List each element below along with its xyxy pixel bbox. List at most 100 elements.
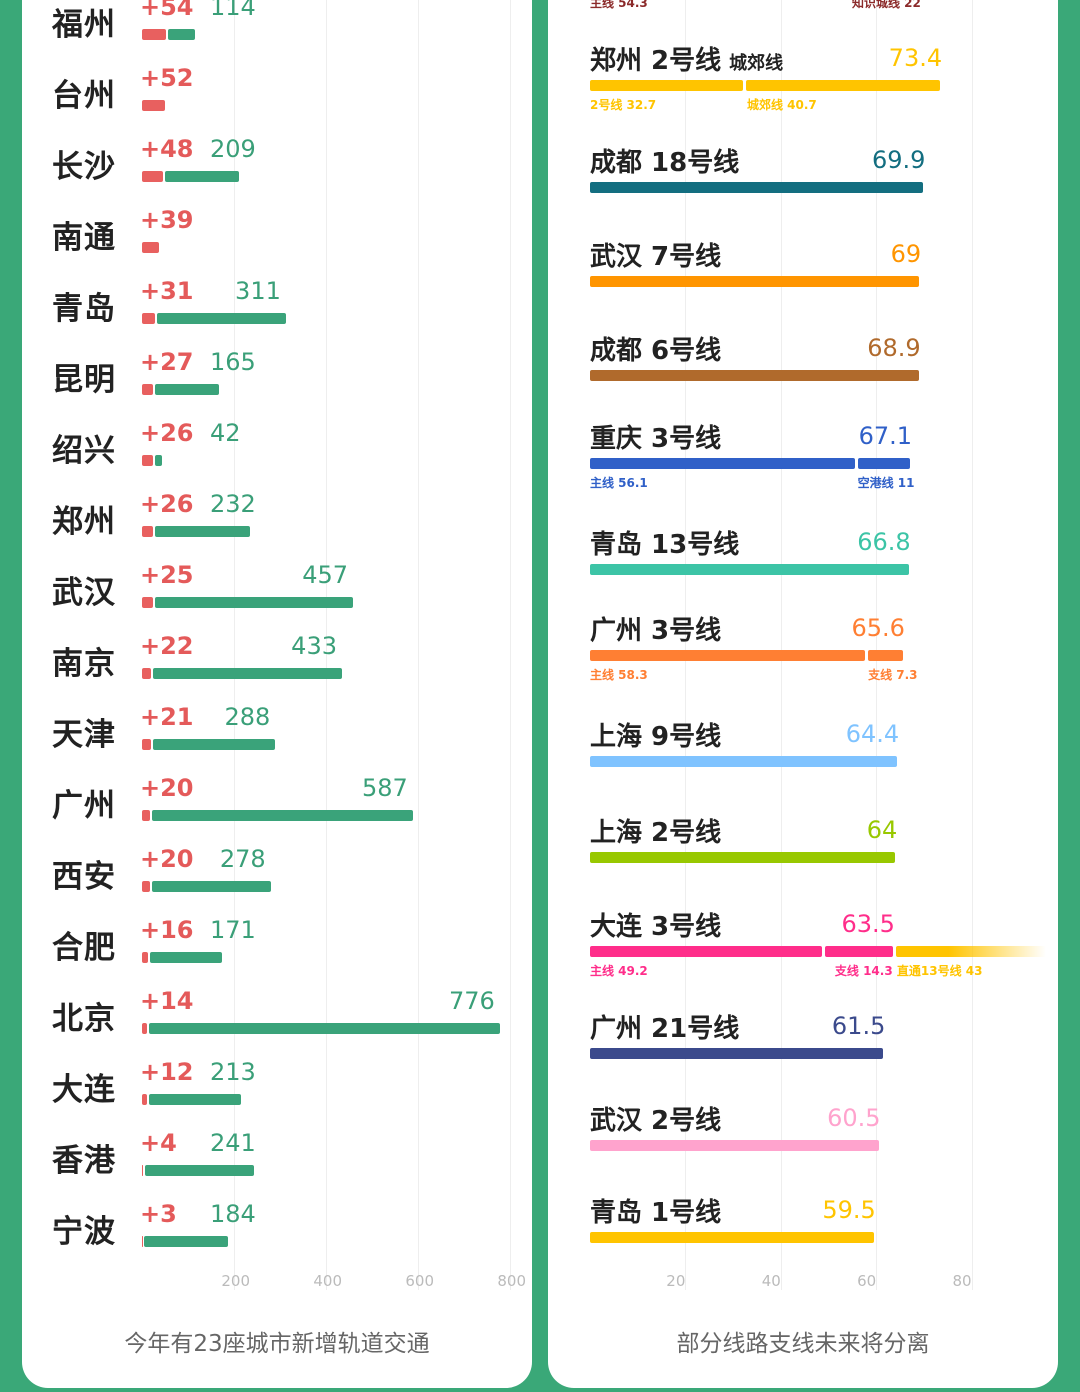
line-name: 成都 18号线 <box>590 148 740 178</box>
line-value: 60.5 <box>827 1104 881 1132</box>
existing-bar <box>154 597 354 608</box>
new-value-label: +22 <box>140 632 194 660</box>
line-value: 69.9 <box>871 146 926 174</box>
gridline <box>876 0 878 1290</box>
line-name: 成都 6号线 <box>590 336 722 366</box>
x-tick-label: 20 <box>666 1272 686 1290</box>
line-bar <box>590 1232 874 1243</box>
line-value: 64.4 <box>845 720 900 748</box>
total-value-label: 232 <box>210 490 256 518</box>
new-bar <box>142 597 153 608</box>
gridline <box>326 0 327 1290</box>
total-value-label: 457 <box>302 561 349 589</box>
line-name: 青岛 1号线 <box>590 1198 722 1228</box>
new-bar <box>142 1165 143 1176</box>
segment-label: 支线 14.3 <box>834 964 893 978</box>
line-bar <box>590 182 924 193</box>
segment-label: 主线 54.3 <box>590 0 648 10</box>
line-value: 65.6 <box>851 614 905 642</box>
segment-bar <box>590 458 855 469</box>
new-bar <box>142 384 154 395</box>
new-value-label: +14 <box>140 987 194 1015</box>
existing-bar <box>144 1165 254 1176</box>
new-value-label: +27 <box>140 348 194 376</box>
gridline <box>418 0 419 1290</box>
segment-bar <box>868 650 903 661</box>
segment-label: 主线 58.3 <box>590 668 648 682</box>
gridline <box>780 0 782 1290</box>
new-value-label: +26 <box>140 490 194 518</box>
existing-bar <box>157 313 287 324</box>
segment-label: 城郊线 40.7 <box>746 98 817 112</box>
new-bar <box>142 526 153 537</box>
new-value-label: +16 <box>140 916 194 944</box>
new-bar <box>142 810 151 821</box>
line-value: 59.5 <box>822 1196 876 1224</box>
x-tick-label: 60 <box>857 1272 877 1290</box>
total-value-label: 184 <box>210 1200 256 1228</box>
x-tick-label: 400 <box>313 1272 342 1290</box>
new-value-label: +39 <box>140 206 194 234</box>
existing-bar <box>155 384 219 395</box>
line-name: 上海 9号线 <box>590 722 722 752</box>
line-name: 郑州 2号线 城郊线 <box>590 46 784 76</box>
total-value-label: 587 <box>362 774 408 802</box>
new-value-label: +26 <box>140 419 194 447</box>
new-bar <box>142 242 159 253</box>
new-bar <box>142 171 164 182</box>
new-value-label: +3 <box>140 1200 177 1228</box>
total-value-label: 42 <box>210 419 241 447</box>
category-label: 福州 <box>52 7 116 43</box>
gridline <box>234 0 235 1290</box>
total-value-label: 165 <box>210 348 256 376</box>
line-bar <box>590 370 919 381</box>
segment-label: 知识城线 22 <box>852 0 921 10</box>
new-bar <box>142 100 165 111</box>
segment-bar <box>590 80 743 91</box>
line-name: 重庆 3号线 <box>590 424 722 454</box>
new-bar <box>142 952 149 963</box>
line-value: 67.1 <box>858 422 913 450</box>
line-bar <box>590 276 920 287</box>
new-bar <box>142 1023 148 1034</box>
segment-label: 2号线 32.7 <box>590 98 657 112</box>
segment-bar <box>590 650 866 661</box>
existing-bar <box>150 952 222 963</box>
line-subname: 城郊线 <box>729 53 784 74</box>
total-value-label: 114 <box>210 0 256 21</box>
new-value-label: +21 <box>140 703 194 731</box>
gridline <box>510 0 511 1290</box>
segment-bar <box>824 946 893 957</box>
category-label: 合肥 <box>52 930 116 966</box>
category-label: 南通 <box>52 220 116 256</box>
new-bar <box>142 29 166 40</box>
x-tick-label: 200 <box>221 1272 250 1290</box>
total-value-label: 209 <box>210 135 256 163</box>
category-label: 武汉 <box>52 575 116 611</box>
category-label: 北京 <box>52 1001 116 1037</box>
line-bar <box>590 1140 879 1151</box>
category-label: 绍兴 <box>52 433 116 469</box>
category-label: 宁波 <box>52 1214 116 1250</box>
category-label: 广州 <box>52 788 116 824</box>
gridline <box>685 0 687 1290</box>
new-value-label: +20 <box>140 845 194 873</box>
category-label: 香港 <box>52 1143 116 1179</box>
category-label: 台州 <box>52 78 116 114</box>
existing-bar <box>154 455 163 466</box>
category-label: 大连 <box>52 1072 116 1108</box>
total-value-label: 241 <box>210 1129 256 1157</box>
right-chart-title: 部分线路支线未来将分离 <box>676 1331 930 1357</box>
segment-label: 主线 49.2 <box>590 964 648 978</box>
existing-bar <box>144 1236 228 1247</box>
total-value-label: 171 <box>210 916 256 944</box>
segment-label: 空港线 11 <box>857 476 915 490</box>
new-value-label: +25 <box>140 561 194 589</box>
line-value: 68.9 <box>867 334 921 362</box>
new-value-label: +48 <box>140 135 194 163</box>
category-label: 郑州 <box>52 504 116 540</box>
total-value-label: 311 <box>235 277 281 305</box>
existing-bar <box>167 29 196 40</box>
line-value: 63.5 <box>841 910 895 938</box>
left-chart-panel <box>22 0 532 1388</box>
